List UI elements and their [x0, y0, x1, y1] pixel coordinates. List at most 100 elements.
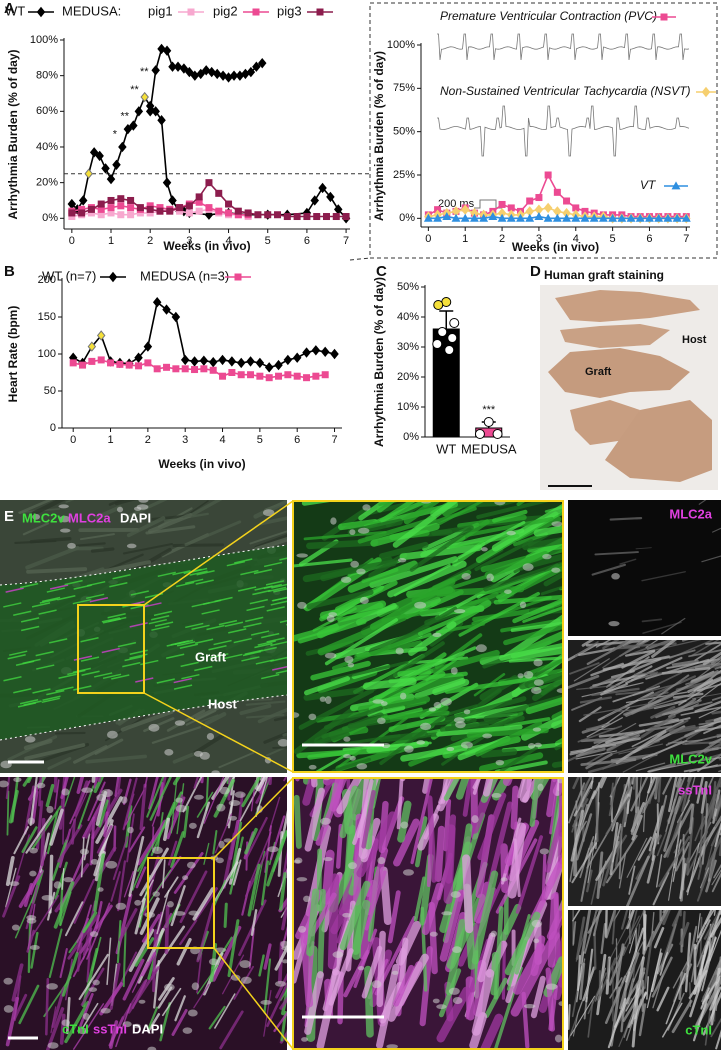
texture — [271, 583, 287, 589]
marker — [181, 365, 189, 373]
texture — [568, 674, 600, 689]
texture — [694, 662, 721, 670]
y-tick-label: 0% — [42, 212, 58, 224]
texture — [604, 910, 608, 938]
nucleus — [24, 736, 36, 743]
annotation: ** — [140, 66, 149, 78]
nucleus — [380, 701, 388, 706]
nucleus — [414, 601, 427, 609]
texture — [587, 753, 655, 773]
y-tick-label: 50% — [397, 281, 419, 293]
texture — [573, 658, 610, 682]
texture — [683, 764, 721, 773]
texture — [13, 826, 30, 855]
nucleus — [79, 848, 89, 855]
marker — [162, 304, 171, 315]
nucleus — [240, 976, 252, 984]
texture — [107, 613, 126, 619]
marker — [645, 213, 654, 222]
marker — [321, 371, 329, 379]
texture — [117, 777, 122, 795]
texture — [532, 675, 563, 702]
texture — [22, 522, 50, 536]
texture — [571, 842, 598, 884]
texture — [698, 720, 721, 728]
texture — [575, 747, 606, 758]
texture — [196, 570, 215, 576]
texture — [114, 777, 120, 797]
marker — [208, 356, 218, 368]
texture — [711, 872, 721, 893]
texture — [631, 814, 643, 841]
x-axis-label: Weeks (in vivo) — [158, 457, 245, 471]
nucleus — [481, 547, 488, 552]
texture — [306, 539, 379, 550]
texture — [612, 640, 631, 652]
texture — [602, 640, 645, 669]
texture — [611, 823, 622, 863]
x-tick-label: 5 — [610, 233, 616, 245]
nucleus — [542, 553, 552, 560]
texture — [54, 861, 68, 900]
texture — [122, 542, 173, 555]
texture — [273, 588, 287, 593]
texture — [15, 660, 35, 666]
texture — [685, 671, 721, 685]
y-tick-label: 100% — [387, 39, 415, 51]
texture — [5, 777, 11, 800]
image-background — [568, 500, 721, 636]
texture — [180, 661, 199, 668]
texture — [393, 818, 420, 867]
nucleus — [537, 783, 544, 791]
nucleus — [362, 504, 371, 511]
texture — [379, 981, 404, 1024]
marker — [318, 182, 327, 194]
texture — [590, 881, 598, 905]
texture — [408, 621, 457, 656]
y-tick-label: 200 — [38, 274, 56, 286]
x-axis-label: Weeks (in vivo) — [512, 240, 599, 254]
texture — [586, 869, 593, 893]
region-label: Graft — [195, 649, 227, 664]
marker — [171, 311, 181, 323]
texture — [591, 727, 616, 731]
texture — [464, 516, 554, 538]
zoom-line — [213, 777, 294, 859]
nucleus — [395, 647, 404, 655]
tissue — [605, 400, 712, 482]
texture — [631, 995, 639, 1048]
texture — [130, 590, 149, 596]
marker — [332, 213, 340, 221]
marker — [117, 195, 125, 203]
texture — [196, 791, 214, 818]
nucleus — [61, 788, 70, 796]
marker — [313, 213, 321, 221]
nucleus — [350, 560, 359, 568]
texture — [93, 777, 104, 794]
texture — [191, 601, 210, 608]
texture — [361, 945, 383, 999]
texture — [471, 595, 552, 625]
texture — [59, 891, 72, 926]
texture — [268, 796, 281, 832]
texture — [77, 785, 95, 830]
texture — [42, 695, 61, 701]
marker — [326, 191, 335, 203]
panel-label: D — [530, 263, 541, 280]
texture — [577, 966, 596, 1014]
texture — [182, 805, 190, 838]
texture — [46, 587, 66, 593]
texture — [521, 991, 530, 1049]
marker — [127, 196, 135, 204]
texture — [110, 871, 121, 902]
micrograph — [568, 500, 721, 636]
texture — [118, 908, 138, 942]
zoom-box — [147, 857, 215, 949]
texture — [147, 513, 193, 534]
texture — [170, 777, 178, 834]
marker — [135, 362, 143, 370]
marker — [598, 213, 608, 222]
marker — [144, 359, 152, 367]
texture — [304, 676, 351, 696]
nucleus — [356, 763, 368, 770]
